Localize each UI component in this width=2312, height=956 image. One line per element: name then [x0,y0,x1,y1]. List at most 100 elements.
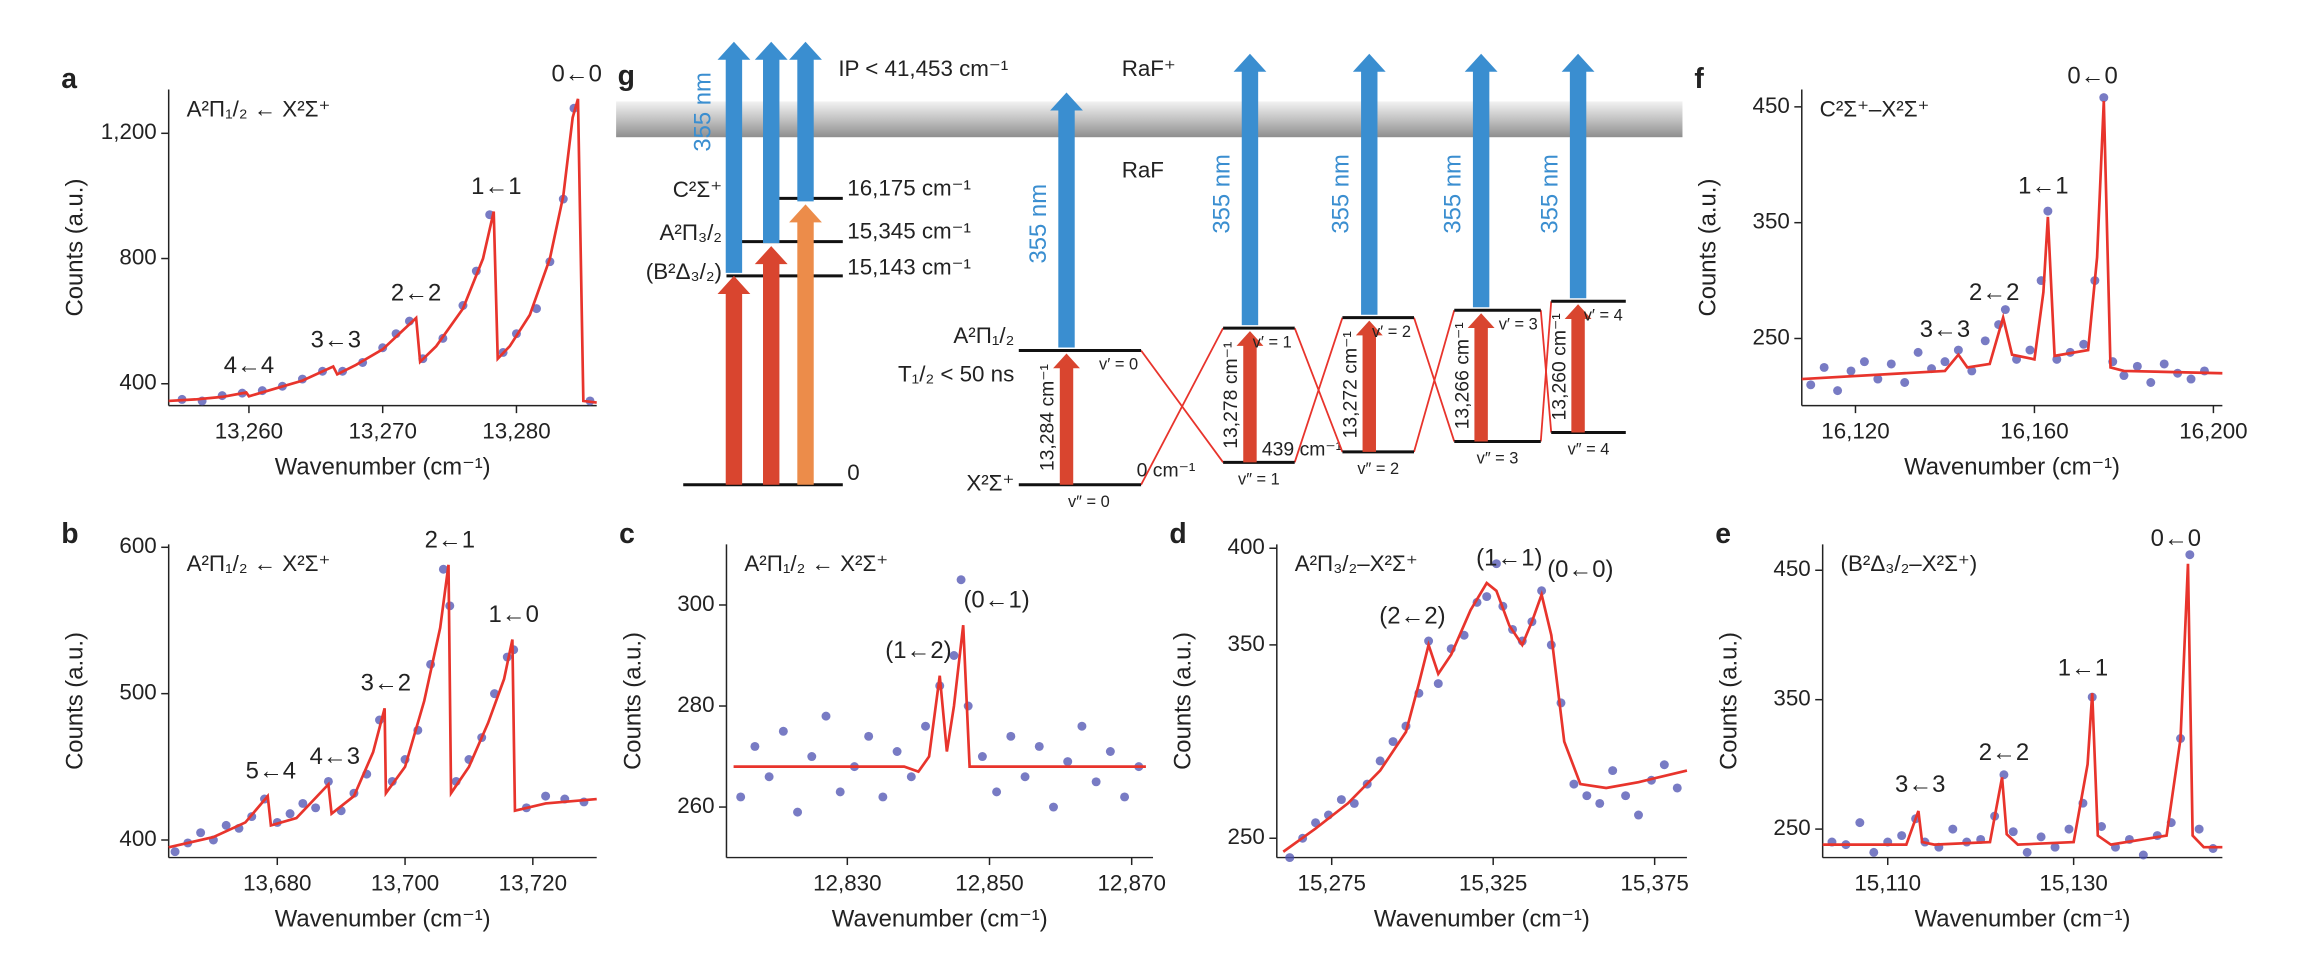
peak-label: 2←2 [391,279,441,306]
x-tick-label: 13,260 [215,418,283,443]
data-point [1819,362,1829,372]
data-point [764,772,774,782]
data-point [1595,798,1605,808]
molecule-label: RaF [1122,157,1164,182]
x-tick-label: 16,200 [2179,418,2247,443]
data-point [1375,756,1385,766]
transition-label: 13,272 cm⁻¹ [1340,331,1362,439]
x-tick-label: 13,280 [482,418,550,443]
data-point [1349,798,1359,808]
data-point [992,787,1002,797]
chart-title: A²Π₁/₂ ← X²Σ⁺ [187,551,331,576]
peak-label: (1←2) [885,637,951,664]
ion-label: RaF⁺ [1122,56,1176,81]
y-axis-label: Counts (a.u.) [1715,632,1742,770]
laser-label: 355 nm [1328,154,1355,234]
data-point [323,776,333,786]
peak-label: 4←4 [224,352,274,379]
data-point [1311,818,1321,828]
peak-label: 3←3 [1895,771,1945,798]
arrow [717,41,751,273]
laser-label: 355 nm [1025,184,1052,264]
x-tick-label: 12,870 [1097,870,1165,895]
panel-label: e [1715,518,1731,550]
data-point [2079,339,2089,349]
data-point [1608,766,1618,776]
level-name: (B²Δ₃/₂) [646,259,722,284]
y-axis-label: Counts (a.u.) [619,632,646,770]
y-tick-label: 800 [119,244,156,269]
x-tick-label: 12,830 [813,870,881,895]
data-point [2186,374,2196,384]
data-point [1569,779,1579,789]
data-point [1948,824,1958,834]
peak-label: 3←3 [311,326,361,353]
data-point [956,575,966,585]
arrow [789,204,822,485]
arrow [1050,92,1083,348]
data-point [1806,380,1816,390]
data-point [2119,371,2129,381]
panel-label: d [1169,518,1186,550]
x-tick-label: 15,110 [1854,870,1921,895]
peak-label: 0←0 [2067,63,2117,90]
arrow [1236,331,1264,463]
data-point [1482,592,1492,602]
level-name: C²Σ⁺ [673,177,722,202]
data-point [1433,679,1443,689]
data-point [1063,757,1073,767]
fc-line [1293,317,1344,463]
data-point [1859,357,1869,367]
data-point [2138,850,2148,860]
data-point [2036,832,2046,842]
lower-v: v″ = 0 [1068,493,1110,511]
data-point [736,792,746,802]
y-tick-label: 250 [1228,824,1265,849]
data-point [921,721,931,731]
upper-v: v′ = 4 [1584,307,1623,325]
x-axis-label: Wavenumber (cm⁻¹) [1915,906,2131,933]
arrow [1564,304,1592,433]
x-axis-label: Wavenumber (cm⁻¹) [275,454,491,481]
data-point [2132,361,2142,371]
data-point [2099,93,2109,103]
transition-label: 13,284 cm⁻¹ [1037,363,1059,471]
panel-label: a [61,63,77,95]
lower-v: v″ = 4 [1568,441,1610,459]
arrow [754,246,788,485]
fit-line [168,98,597,404]
arrow [754,41,788,244]
transition-label: 13,278 cm⁻¹ [1220,341,1242,449]
transition-label: 13,260 cm⁻¹ [1548,313,1570,421]
ionization-band [616,101,1683,138]
peak-label: 2←1 [425,526,475,553]
panel-label: g [618,60,635,92]
ground-energy: 439 cm⁻¹ [1262,439,1343,461]
data-point [1077,721,1087,731]
data-point [1621,791,1631,801]
data-point [1967,366,1977,376]
level-energy: 15,345 cm⁻¹ [847,219,971,244]
x-axis-label: Wavenumber (cm⁻¹) [832,906,1048,933]
y-axis-label: Counts (a.u.) [1170,632,1197,770]
data-point [1897,831,1907,841]
data-point [1105,747,1115,756]
arrow [1233,53,1267,326]
data-point [221,820,231,830]
data-point [541,791,551,801]
data-point [821,711,831,721]
arrow [717,275,751,485]
upper-v: v′ = 1 [1253,333,1292,351]
x-tick-label: 16,160 [2000,418,2068,443]
peak-label: 1←1 [471,173,521,200]
y-tick-label: 600 [119,533,156,558]
chart-title: A²Π₃/₂–X²Σ⁺ [1295,551,1418,576]
data-point [438,564,448,574]
panel-label: f [1694,63,1704,95]
x-tick-label: 12,850 [955,870,1023,895]
data-point [864,731,874,741]
data-point [1659,760,1669,770]
peak-label: 4←3 [310,743,360,770]
data-point [1120,792,1130,802]
fc-line [1539,301,1553,442]
